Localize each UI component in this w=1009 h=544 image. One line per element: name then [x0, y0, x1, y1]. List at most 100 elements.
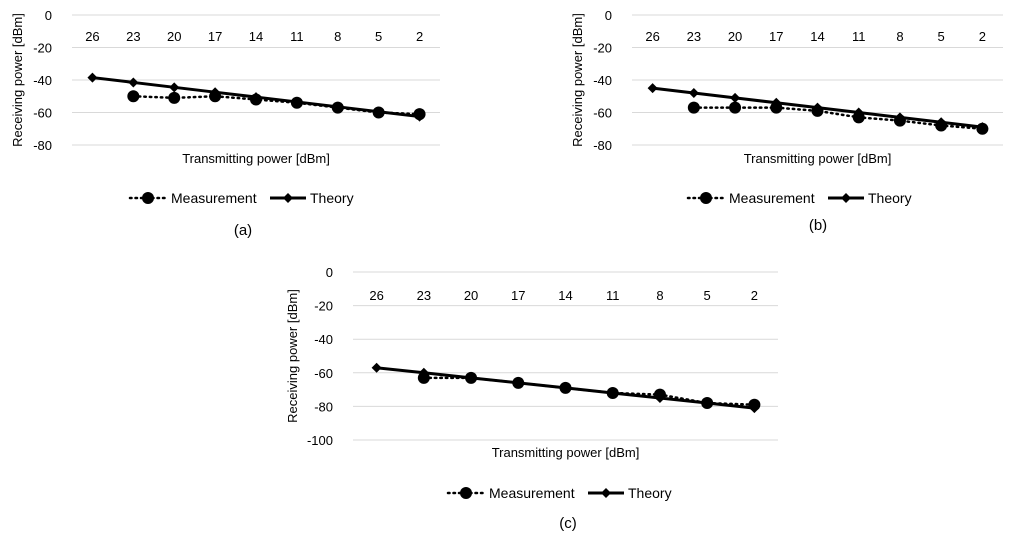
legend: Measurement Theory — [128, 190, 354, 206]
x-tick-label: 11 — [290, 29, 304, 44]
x-tick-label: 2 — [751, 288, 758, 303]
x-tick-label: 5 — [938, 29, 945, 44]
x-tick-label: 26 — [369, 288, 383, 303]
y-tick-label: -100 — [307, 433, 333, 448]
data-point — [729, 101, 742, 114]
data-point — [371, 362, 382, 373]
legend-label: Measurement — [489, 485, 575, 501]
x-tick-label: 8 — [896, 29, 903, 44]
y-tick-label: 0 — [45, 8, 52, 23]
x-tick-label: 5 — [375, 29, 382, 44]
data-point — [730, 92, 741, 103]
legend-marker — [142, 192, 154, 204]
legend-marker — [601, 488, 611, 498]
data-point — [749, 403, 760, 414]
y-tick-label: -80 — [593, 138, 612, 153]
series-measurement — [687, 101, 989, 135]
x-tick-label: 11 — [852, 29, 866, 44]
x-tick-label: 23 — [687, 29, 701, 44]
y-tick-label: 0 — [605, 8, 612, 23]
chart-b: 0 -20 -40 -60 -80 26 23 20 17 14 11 8 5 2 Transmitting… — [570, 8, 1003, 234]
legend: Measurement Theory — [446, 485, 672, 501]
data-point — [169, 82, 180, 93]
x-tick-label: 2 — [979, 29, 986, 44]
x-tick-label: 20 — [167, 29, 181, 44]
series-line — [692, 106, 984, 130]
legend: Measurement Theory — [686, 190, 912, 206]
y-axis-title: Receiving power [dBm] — [10, 13, 25, 147]
y-tick-label: -60 — [593, 106, 612, 121]
x-tick-label: 17 — [208, 29, 222, 44]
data-point — [771, 97, 782, 108]
x-tick-label: 23 — [126, 29, 140, 44]
legend-label: Theory — [310, 190, 354, 206]
data-point — [560, 382, 571, 393]
data-point — [936, 117, 947, 128]
x-tick-label: 2 — [416, 29, 423, 44]
y-tick-label: -60 — [314, 366, 333, 381]
x-axis-title: Transmitting power [dBm] — [182, 151, 330, 166]
data-point — [977, 122, 988, 133]
data-point — [332, 101, 343, 112]
series-theory — [647, 83, 988, 133]
data-point — [414, 111, 425, 122]
data-point — [373, 106, 384, 117]
legend-label: Theory — [868, 190, 912, 206]
data-point — [466, 372, 477, 383]
y-tick-label: -60 — [33, 106, 52, 121]
x-tick-label: 8 — [656, 288, 663, 303]
chart-caption: (c) — [559, 515, 577, 532]
chart-c: 0 -20 -40 -60 -80 -100 26 23 20 17 14 11 8 5 2 Transmit… — [285, 265, 778, 532]
x-axis-title: Transmitting power [dBm] — [492, 445, 640, 460]
y-tick-label: -40 — [593, 73, 612, 88]
legend-marker — [460, 487, 472, 499]
data-point — [418, 367, 429, 378]
data-point — [513, 377, 524, 388]
y-tick-label: -80 — [33, 138, 52, 153]
data-point — [168, 91, 181, 104]
data-point — [702, 398, 713, 409]
y-axis-title: Receiving power [dBm] — [570, 13, 585, 147]
x-tick-label: 14 — [249, 29, 263, 44]
data-point — [647, 83, 658, 94]
x-tick-label: 8 — [334, 29, 341, 44]
y-tick-label: -80 — [314, 399, 333, 414]
x-tick-label: 5 — [704, 288, 711, 303]
x-tick-label: 26 — [85, 29, 99, 44]
legend-marker — [700, 192, 712, 204]
data-point — [607, 387, 618, 398]
x-tick-label: 26 — [645, 29, 659, 44]
chart-caption: (b) — [809, 217, 827, 234]
data-point — [128, 77, 139, 88]
x-tick-label: 17 — [769, 29, 783, 44]
y-tick-label: -20 — [33, 41, 52, 56]
x-tick-label: 14 — [558, 288, 572, 303]
data-point — [894, 112, 905, 123]
data-point — [210, 87, 221, 98]
x-tick-label: 23 — [417, 288, 431, 303]
legend-label: Measurement — [171, 190, 257, 206]
data-point — [87, 72, 98, 83]
data-point — [688, 88, 699, 98]
data-point — [654, 393, 665, 403]
chart-a: 0 -20 -40 -60 -80 26 23 20 17 14 11 8 5 2 Transmitting… — [10, 8, 440, 239]
series-theory — [371, 362, 760, 414]
y-tick-label: -40 — [314, 332, 333, 347]
x-tick-label: 20 — [464, 288, 478, 303]
data-point — [417, 371, 430, 384]
data-point — [251, 92, 261, 103]
x-axis-title: Transmitting power [dBm] — [744, 151, 892, 166]
y-tick-label: -40 — [33, 73, 52, 88]
data-point — [127, 90, 140, 103]
x-tick-label: 17 — [511, 288, 525, 303]
series-measurement — [127, 90, 426, 121]
data-point — [853, 107, 864, 118]
data-point — [812, 102, 823, 113]
legend-label: Theory — [628, 485, 672, 501]
data-point — [291, 96, 302, 107]
series-theory — [87, 72, 425, 122]
y-tick-label: 0 — [326, 265, 333, 280]
x-tick-label: 11 — [606, 288, 620, 303]
legend-label: Measurement — [729, 190, 815, 206]
